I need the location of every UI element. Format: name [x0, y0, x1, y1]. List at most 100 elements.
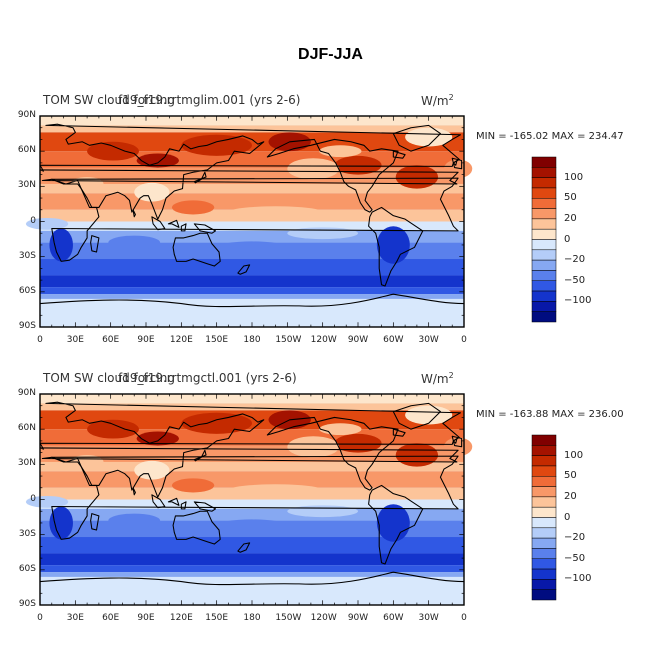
coastline [172, 232, 221, 267]
colorbar-label: −20 [564, 254, 586, 266]
lat-label: 90N [17, 388, 36, 398]
colorbar-swatch [531, 290, 557, 302]
contour-region [319, 145, 362, 158]
lon-label: 120W [310, 335, 337, 345]
lon-label: 120E [169, 613, 193, 623]
coastline [266, 138, 399, 213]
lat-label: 90S [18, 599, 36, 609]
coastline [172, 510, 221, 545]
contour-region [134, 182, 170, 202]
colorbar-label: 50 [564, 192, 577, 204]
lon-label: 0 [461, 613, 467, 623]
coastline [451, 435, 463, 448]
contour-region [87, 419, 139, 439]
lon-label: 30E [66, 335, 84, 345]
contour-region [319, 423, 362, 436]
colorbar-swatch [531, 568, 557, 580]
lat-label: 90S [18, 321, 36, 331]
coastline [51, 455, 459, 540]
colorbar-swatch [531, 280, 557, 292]
lon-label: 150E [205, 613, 229, 623]
lon-label: 90E [137, 613, 155, 623]
lon-label: 180 [243, 613, 261, 623]
lat-label: 30N [17, 180, 36, 191]
coastline [90, 513, 100, 531]
colorbar-swatch [531, 228, 557, 240]
lon-label: 60E [102, 613, 120, 623]
lon-label: 0 [37, 335, 43, 345]
colorbar-swatch [531, 465, 557, 477]
panel-2-map [25, 393, 473, 606]
coastline [151, 494, 166, 509]
lat-label: 0 [30, 493, 36, 504]
lat-label: 60S [18, 563, 36, 574]
contour-region [216, 519, 288, 532]
coastline [193, 171, 207, 184]
colorbar-swatch [531, 198, 557, 209]
colorbar-swatch [531, 527, 557, 539]
panel-1-colorbar [531, 156, 557, 323]
colorbar-label: 50 [564, 470, 577, 482]
coastline [392, 428, 406, 437]
contour-region [405, 405, 453, 425]
colorbar-swatch [531, 589, 557, 601]
colorbar-swatch [531, 558, 557, 570]
lat-label: 60N [17, 423, 36, 434]
colorbar-swatch [531, 208, 557, 220]
colorbar-label: −100 [564, 295, 592, 307]
coastline [451, 157, 463, 170]
coastline [167, 219, 180, 228]
colorbar-swatch [531, 249, 557, 261]
contour-region [25, 495, 69, 508]
colorbar-label: −50 [564, 552, 586, 564]
contour-region [287, 227, 358, 240]
lon-label: 180 [243, 335, 261, 345]
contour-region [134, 460, 170, 480]
contour-region [228, 484, 323, 496]
colorbar-swatch [531, 537, 557, 549]
panel-1-units: W/m2 [421, 93, 454, 108]
coastline [452, 160, 458, 166]
contour-region [376, 504, 410, 542]
colorbar-label: −50 [564, 274, 586, 286]
colorbar-swatch [531, 517, 557, 529]
contour-region [443, 437, 473, 457]
contour-region [87, 141, 139, 161]
contour-region [108, 235, 161, 250]
coastline [237, 542, 251, 553]
colorbar-swatch [531, 434, 557, 446]
coastline [51, 177, 459, 262]
colorbar-label: 0 [564, 233, 571, 245]
lon-label: 120W [310, 613, 337, 623]
contour-region [171, 478, 215, 493]
contour-region [108, 513, 161, 528]
lon-label: 60E [102, 335, 120, 345]
coastline [39, 571, 465, 586]
coastline [193, 449, 207, 462]
panel-2-title-center: f19_f19.rrtmgctl.001 (yrs 2-6) [118, 371, 297, 385]
colorbar-swatch [531, 455, 557, 467]
contour-region [171, 200, 215, 215]
lon-label: 90W [347, 613, 369, 623]
colorbar-swatch [531, 311, 557, 323]
colorbar-swatch [531, 486, 557, 498]
contour-region [181, 134, 252, 156]
coastline [392, 402, 441, 430]
contour-region [395, 443, 439, 467]
colorbar-swatch [531, 445, 557, 456]
panel-2-min-max: MIN = -163.88 MAX = 236.00 [476, 409, 624, 420]
contour-region [334, 155, 382, 175]
panel-2-units: W/m2 [421, 371, 454, 386]
coastline [151, 216, 166, 231]
colorbar-swatch [531, 270, 557, 281]
lon-label: 30E [66, 613, 84, 623]
lon-label: 60W [383, 613, 404, 623]
colorbar-swatch [531, 476, 557, 487]
lat-label: 0 [30, 215, 36, 226]
lat-label: 60S [18, 285, 36, 296]
coastline [193, 501, 217, 512]
coastline [39, 293, 465, 308]
colorbar-swatch [531, 548, 557, 559]
lon-label: 30W [418, 335, 439, 345]
colorbar-swatch [531, 177, 557, 189]
